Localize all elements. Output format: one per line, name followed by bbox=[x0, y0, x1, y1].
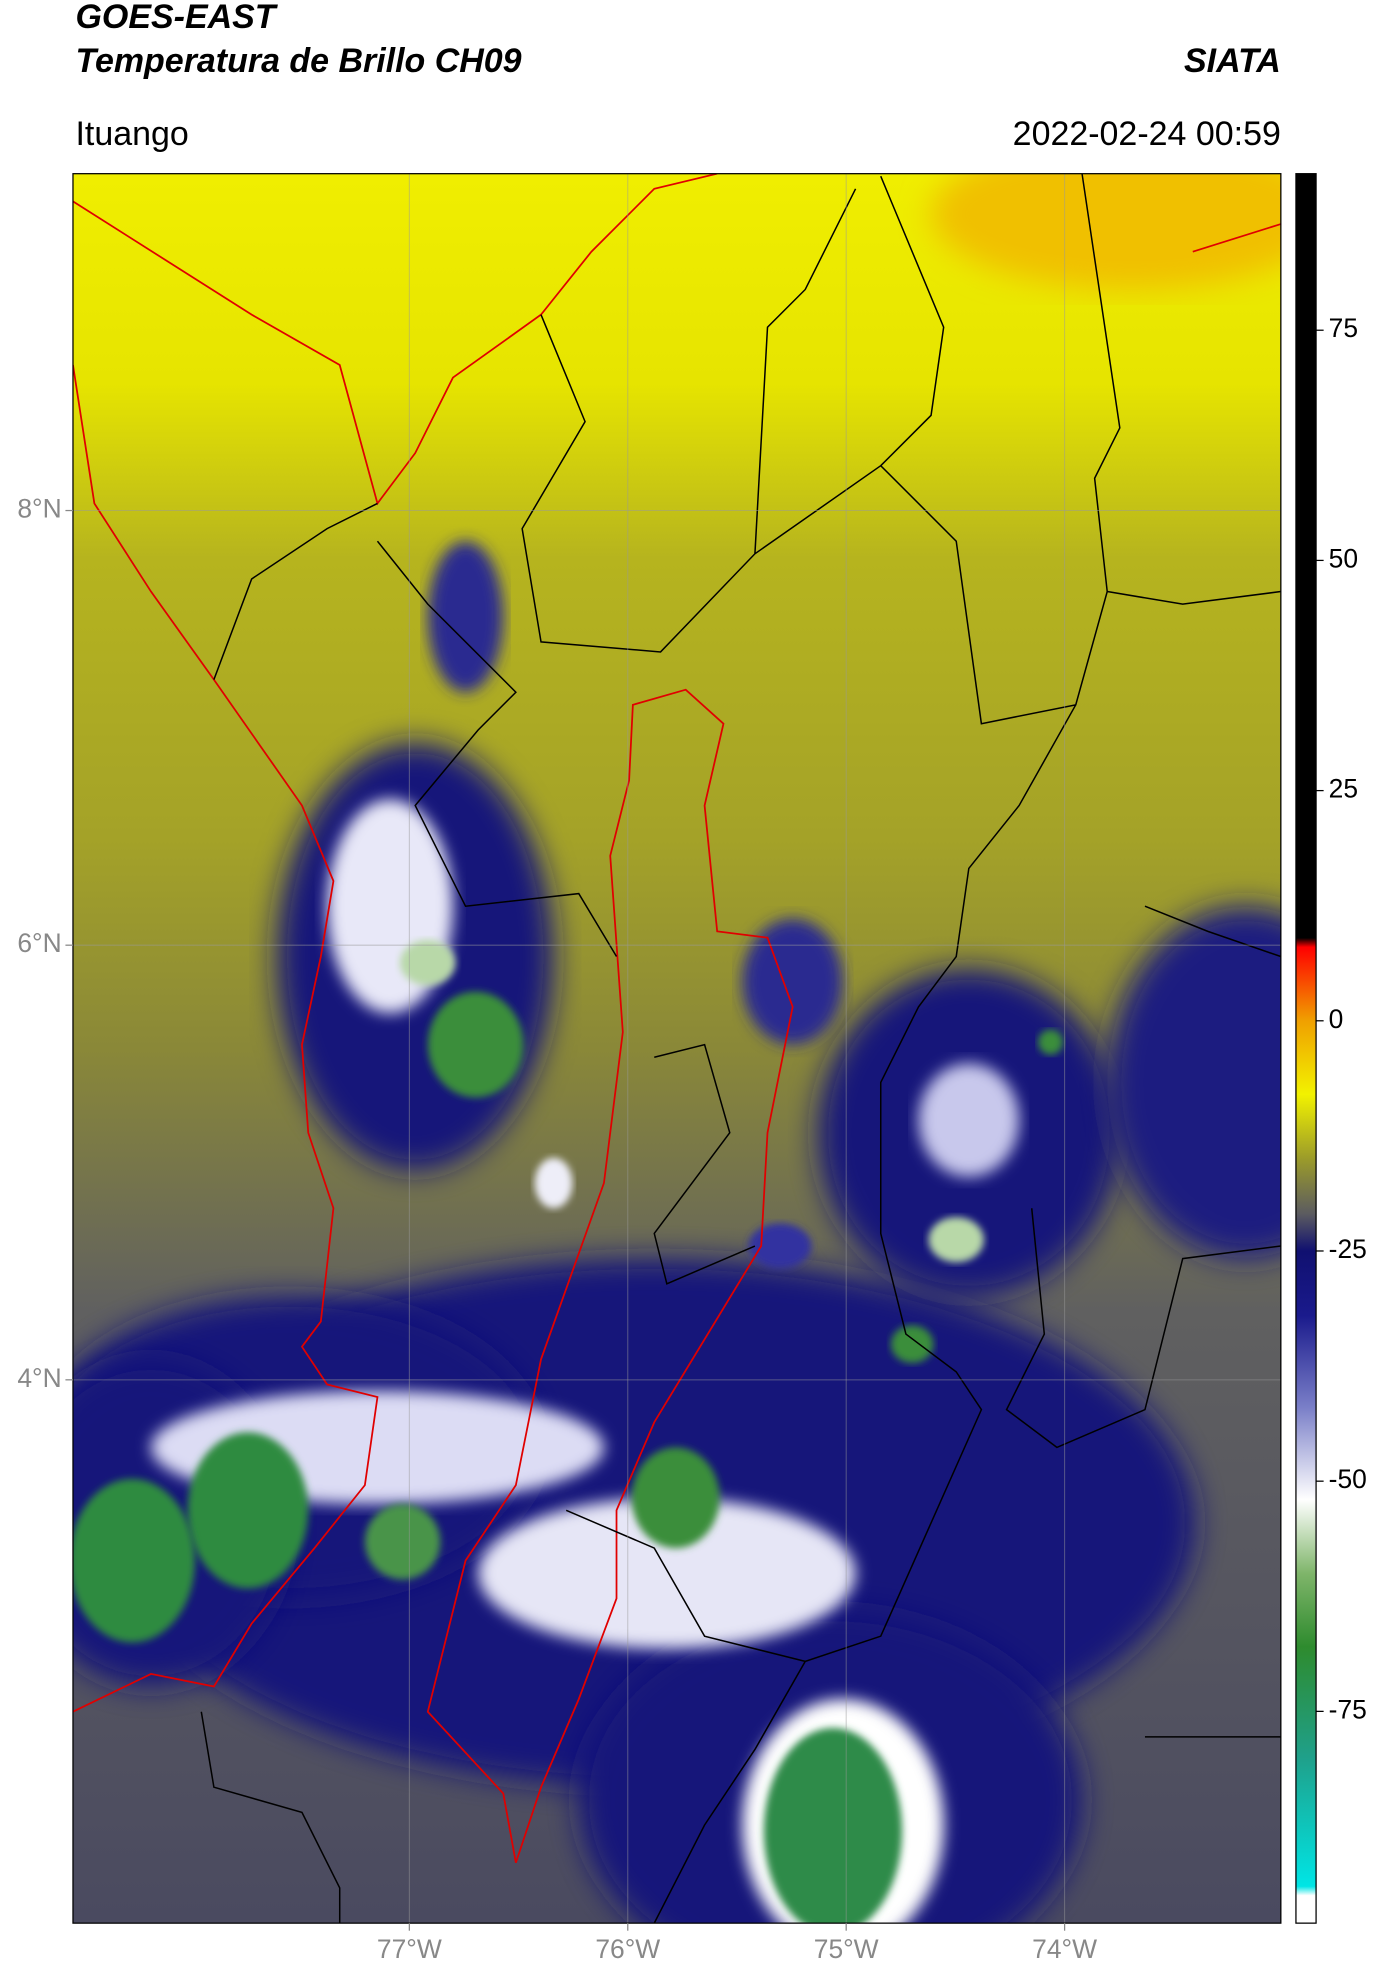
colorbar bbox=[1295, 173, 1317, 1924]
cloud-cluster bbox=[890, 1325, 934, 1364]
cloud-cluster bbox=[1038, 1029, 1064, 1055]
grid bbox=[72, 173, 1281, 1924]
cloud-cluster bbox=[364, 1504, 441, 1580]
cloud-cluster bbox=[534, 1157, 573, 1209]
cloud-cluster bbox=[427, 991, 524, 1098]
x-tick-label: 75°W bbox=[814, 1934, 879, 1964]
colorbar-tick-label: 0 bbox=[1329, 1004, 1344, 1034]
cloud-cluster bbox=[187, 1432, 309, 1589]
cloud-cluster bbox=[1107, 906, 1281, 1259]
y-tick-label: 6°N bbox=[17, 928, 61, 958]
subtitle: Temperatura de Brillo CH09 bbox=[75, 42, 521, 80]
colorbar-tick-label: -25 bbox=[1329, 1234, 1367, 1264]
x-tick-label: 77°W bbox=[377, 1934, 442, 1964]
cloud-cluster bbox=[400, 940, 456, 986]
cloud-cluster bbox=[928, 1217, 984, 1263]
title: GOES-EAST bbox=[75, 0, 278, 36]
cloud-field bbox=[72, 541, 1281, 1924]
colorbar-tick-label: -75 bbox=[1329, 1694, 1367, 1724]
cloud-cluster bbox=[631, 1447, 720, 1549]
y-tick-label: 4°N bbox=[17, 1363, 61, 1393]
cloud-cluster bbox=[763, 1728, 903, 1924]
cloud-cluster bbox=[918, 1063, 1020, 1177]
y-tick-label: 8°N bbox=[17, 494, 61, 524]
red-border bbox=[72, 173, 1281, 1864]
x-tick-label: 76°W bbox=[595, 1934, 660, 1964]
datetime: 2022-02-24 00:59 bbox=[1013, 115, 1281, 153]
colorbar-tick-label: 75 bbox=[1329, 313, 1358, 343]
cloud-cluster bbox=[427, 541, 504, 693]
source: SIATA bbox=[1184, 42, 1281, 80]
cloud-cluster bbox=[72, 1478, 196, 1643]
colorbar-tick-label: -50 bbox=[1329, 1464, 1367, 1494]
map bbox=[72, 173, 1281, 1924]
location: Ituango bbox=[75, 115, 188, 153]
scene: GOES-EAST Temperatura de Brillo CH09 SIA… bbox=[17, 0, 1366, 1964]
black-borders bbox=[200, 173, 1281, 1924]
cloud-cluster bbox=[748, 1223, 812, 1269]
map-frame bbox=[72, 173, 1282, 1924]
x-tick-label: 74°W bbox=[1032, 1934, 1097, 1964]
axes: 77°W 76°W 75°W 74°W 4°N 6°N 8°N -75 -50 -25 0 25 50 7… bbox=[17, 313, 1366, 1964]
colorbar-tick-label: 25 bbox=[1329, 774, 1358, 804]
cloud-cluster bbox=[478, 1497, 856, 1649]
cloud-cluster bbox=[742, 918, 843, 1045]
colorbar-tick-label: 50 bbox=[1329, 543, 1358, 573]
warm-area bbox=[931, 173, 1281, 290]
